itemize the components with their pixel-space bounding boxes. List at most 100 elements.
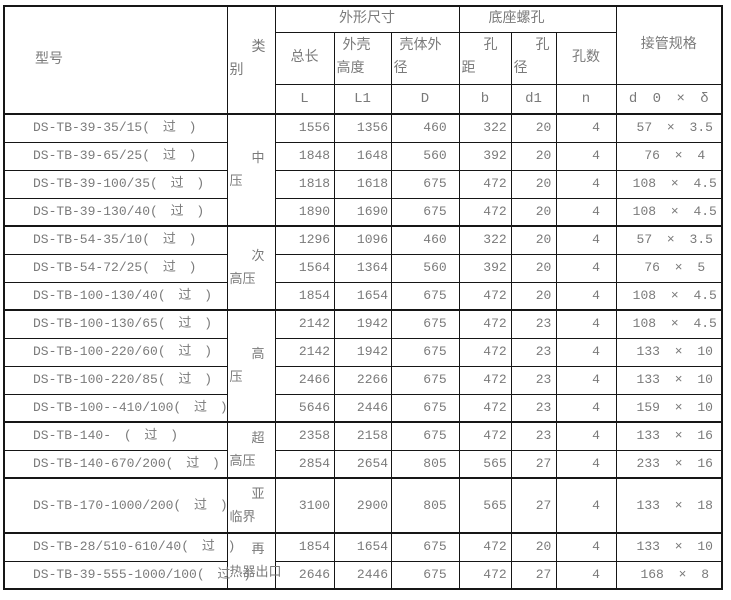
hole-dia-cell: 23 — [510, 365, 557, 395]
model-cell: DS-TB-140- ( 过 ) — [3, 421, 228, 451]
header-shell-height: 外壳 高度 — [333, 31, 392, 85]
hole-pitch-cell: 472 — [458, 393, 512, 423]
shell-height-cell: 1690 — [333, 197, 392, 227]
shell-od-cell: 675 — [390, 197, 460, 227]
pipe-spec-cell: 76 × 5 — [615, 253, 723, 283]
hole-dia-cell: 27 — [510, 449, 557, 479]
pipe-spec-cell: 168 × 8 — [615, 560, 723, 590]
header-hole-count: 孔数 — [555, 31, 617, 85]
hole-dia-cell: 20 — [510, 197, 557, 227]
hole-dia-cell: 20 — [510, 253, 557, 283]
header-hole-pitch-line2: 距 — [461, 61, 476, 77]
hole-pitch-cell: 472 — [458, 365, 512, 395]
model-cell: DS-TB-54-72/25( 过 ) — [3, 253, 228, 283]
hole-count-cell: 4 — [555, 253, 617, 283]
hole-dia-cell: 20 — [510, 532, 557, 562]
total-length-cell: 3100 — [274, 477, 335, 534]
model-cell: DS-TB-100-130/65( 过 ) — [3, 309, 228, 339]
category-line2: 压 — [229, 174, 243, 189]
hole-pitch-cell: 322 — [458, 225, 512, 255]
shell-height-cell: 1618 — [333, 169, 392, 199]
shell-height-cell: 1356 — [333, 113, 392, 143]
header-shell-height-line1: 外壳 — [342, 38, 371, 54]
shell-height-cell: 1364 — [333, 253, 392, 283]
hole-dia-cell: 23 — [510, 393, 557, 423]
category-line2: 高压 — [229, 454, 256, 469]
hole-count-cell: 4 — [555, 281, 617, 311]
hole-pitch-cell: 472 — [458, 309, 512, 339]
header-row-groups: 型号 类 别 外形尺寸 底座螺孔 接管规格 — [3, 5, 723, 115]
category-line1: 高 — [251, 347, 265, 362]
hole-count-cell: 4 — [555, 365, 617, 395]
category-line2: 压 — [229, 370, 243, 385]
total-length-cell: 2854 — [274, 449, 335, 479]
table-row: DS-TB-100-220/60( 过 ) 2142 1942 675 472 23 4 13… — [3, 337, 723, 367]
hole-pitch-cell: 392 — [458, 141, 512, 171]
header-sym-n: n — [555, 83, 617, 115]
pipe-spec-cell: 57 × 3.5 — [615, 225, 723, 255]
shell-od-cell: 675 — [390, 393, 460, 423]
header-sym-b: b — [458, 83, 512, 115]
hole-pitch-cell: 565 — [458, 477, 512, 534]
shell-od-cell: 675 — [390, 421, 460, 451]
model-cell: DS-TB-39-65/25( 过 ) — [3, 141, 228, 171]
model-cell: DS-TB-28/510-610/40( 过 ) — [3, 532, 235, 562]
table-row: DS-TB-100--410/100( 过 ) 5646 2446 675 472 23 4… — [3, 393, 723, 423]
hole-count-cell: 4 — [555, 309, 617, 339]
header-category-line1: 类 — [251, 40, 266, 56]
model-cell: DS-TB-39-35/15( 过 ) — [3, 113, 228, 143]
shell-od-cell: 560 — [390, 141, 460, 171]
hole-dia-cell: 23 — [510, 337, 557, 367]
table-row: DS-TB-39-555-1000/100( 过 ) 2646 2446 675 472… — [3, 560, 723, 590]
header-shell-od: 壳体外 径 — [390, 31, 460, 85]
hole-count-cell: 4 — [555, 337, 617, 367]
total-length-cell: 1564 — [274, 253, 335, 283]
hole-pitch-cell: 472 — [458, 560, 512, 590]
hole-count-cell: 4 — [555, 532, 617, 562]
hole-dia-cell: 20 — [510, 225, 557, 255]
pipe-spec-cell: 133 × 10 — [615, 337, 723, 367]
shell-height-cell: 1096 — [333, 225, 392, 255]
category-line2: 高压 — [229, 272, 256, 287]
table-row: DS-TB-100-130/40( 过 ) 1854 1654 675 472 20 4 10… — [3, 281, 723, 311]
model-cell: DS-TB-100--410/100( 过 ) — [3, 393, 228, 423]
shell-od-cell: 805 — [390, 449, 460, 479]
table-row: DS-TB-170-1000/200( 过 ) 亚临界 3100 2900 805 565… — [3, 477, 723, 534]
model-cell: DS-TB-100-130/40( 过 ) — [3, 281, 228, 311]
pipe-spec-cell: 133 × 10 — [615, 365, 723, 395]
hole-dia-cell: 20 — [510, 169, 557, 199]
shell-height-cell: 2446 — [333, 560, 392, 590]
table-body: DS-TB-39-35/15( 过 ) 中压 1556 1356 460 322 20 4 57… — [3, 113, 723, 590]
total-length-cell: 5646 — [274, 393, 335, 423]
header-pipe-spec: 接管规格 — [615, 5, 723, 85]
hole-count-cell: 4 — [555, 169, 617, 199]
hole-pitch-cell: 472 — [458, 197, 512, 227]
category-line1: 超 — [251, 431, 265, 446]
total-length-cell: 2358 — [274, 421, 335, 451]
shell-height-cell: 1654 — [333, 281, 392, 311]
hole-count-cell: 4 — [555, 449, 617, 479]
hole-count-cell: 4 — [555, 393, 617, 423]
pipe-spec-cell: 233 × 16 — [615, 449, 723, 479]
header-hole-pitch-line1: 孔 — [483, 38, 498, 54]
table-row: DS-TB-100-130/65( 过 ) 高压 2142 1942 675 472 23 4… — [3, 309, 723, 423]
hole-dia-cell: 27 — [510, 477, 557, 534]
model-cell: DS-TB-54-35/10( 过 ) — [3, 225, 228, 255]
header-hole-dia: 孔 径 — [510, 31, 557, 85]
table-row: DS-TB-28/510-610/40( 过 ) 再热器出口 1854 1654 675… — [3, 532, 723, 590]
pipe-spec-cell: 159 × 10 — [615, 393, 723, 423]
hole-dia-cell: 20 — [510, 281, 557, 311]
hole-pitch-cell: 472 — [458, 421, 512, 451]
total-length-cell: 1818 — [274, 169, 335, 199]
header-sym-spec: d 0 × δ — [615, 83, 723, 115]
header-shell-od-line1: 壳体外 — [399, 38, 442, 54]
hole-pitch-cell: 472 — [458, 337, 512, 367]
header-hole-dia-line2: 径 — [513, 61, 528, 77]
shell-od-cell: 675 — [390, 309, 460, 339]
table-row: DS-TB-54-35/10( 过 ) 次高压 1296 1096 460 322 20 4 5… — [3, 225, 723, 311]
category-line2: 临界 — [229, 509, 256, 525]
total-length-cell: 1890 — [274, 197, 335, 227]
pipe-spec-cell: 108 × 4.5 — [615, 281, 723, 311]
shell-od-cell: 675 — [390, 365, 460, 395]
shell-height-cell: 2158 — [333, 421, 392, 451]
